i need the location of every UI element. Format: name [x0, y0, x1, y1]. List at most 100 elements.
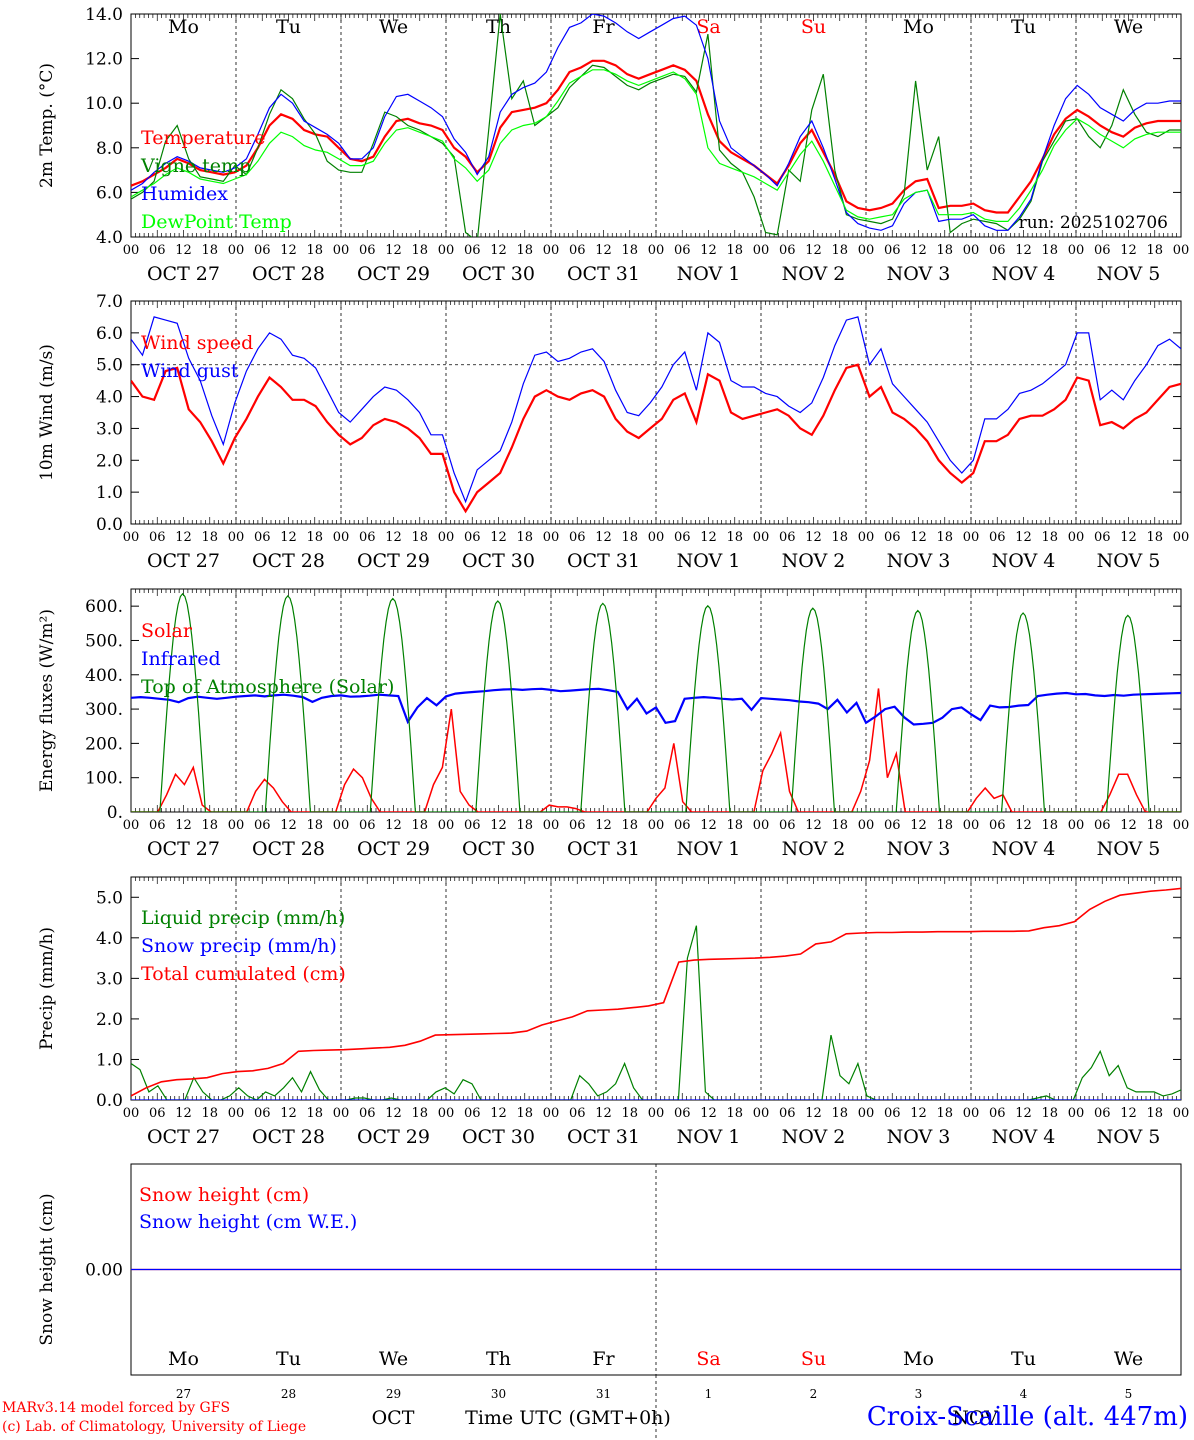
energy-hour-label: 18	[411, 818, 428, 833]
precip-date-label: NOV 4	[992, 1126, 1056, 1148]
precip-date-label: OCT 27	[147, 1126, 220, 1148]
wind-hour-label: 12	[1120, 530, 1137, 545]
wind-hour-label: 12	[595, 530, 612, 545]
temperature-date-label: OCT 28	[252, 263, 325, 285]
energy-hour-label: 06	[779, 818, 796, 833]
wind-hour-label: 00	[543, 530, 560, 545]
precip-hour-label: 18	[306, 1106, 323, 1121]
energy-ylabel: Energy fluxes (W/m²)	[37, 609, 57, 792]
precip-ytick-label: 5.0	[96, 888, 123, 908]
precip-hour-label: 00	[648, 1106, 665, 1121]
energy-hour-label: 06	[674, 818, 691, 833]
energy-hour-label: 06	[569, 818, 586, 833]
snow-day-number: 3	[915, 1387, 923, 1401]
temperature-hour-label: 00	[438, 243, 455, 258]
wind-legend-0: Wind speed	[141, 332, 253, 354]
snow-day-name: Th	[486, 1348, 511, 1370]
precip-hour-label: 00	[543, 1106, 560, 1121]
wind-hour-label: 18	[936, 530, 953, 545]
energy-hour-label: 18	[726, 818, 743, 833]
wind-date-label: OCT 27	[147, 550, 220, 572]
snow-day-number: 29	[386, 1387, 401, 1401]
temperature-hour-label: 18	[306, 243, 323, 258]
precip-hour-label: 00	[228, 1106, 245, 1121]
energy-hour-label: 12	[805, 818, 822, 833]
temperature-hour-label: 06	[464, 243, 481, 258]
wind-date-label: OCT 29	[357, 550, 430, 572]
temperature-series-temperature	[131, 59, 1181, 214]
wind-date-label: NOV 1	[677, 550, 741, 572]
precip-hour-label: 00	[333, 1106, 350, 1121]
temperature-series-vigne-temp	[131, 14, 1181, 237]
snow-ylabel: Snow height (cm)	[37, 1193, 57, 1345]
wind-hour-label: 12	[1015, 530, 1032, 545]
wind-ytick-label: 6.0	[96, 324, 123, 344]
energy-hour-label: 18	[516, 818, 533, 833]
temperature-hour-label: 18	[621, 243, 638, 258]
wind-hour-label: 00	[648, 530, 665, 545]
precip-hour-label: 00	[753, 1106, 770, 1121]
model-credit: MARv3.14 model forced by GFS	[2, 1400, 231, 1416]
wind-hour-label: 18	[516, 530, 533, 545]
energy-series-solar	[131, 688, 1181, 812]
energy-hour-label: 00	[1068, 818, 1085, 833]
precip-hour-label: 00	[963, 1106, 980, 1121]
snow-day-name: Mo	[903, 1348, 934, 1370]
wind-ytick-label: 7.0	[96, 292, 123, 312]
temperature-hour-label: 00	[648, 243, 665, 258]
wind-hour-label: 00	[438, 530, 455, 545]
energy-date-label: OCT 30	[462, 838, 535, 860]
wind-hour-label: 18	[831, 530, 848, 545]
precip-hour-label: 00	[123, 1106, 140, 1121]
temperature-hour-label: 00	[123, 243, 140, 258]
precip-hour-label: 18	[516, 1106, 533, 1121]
precip-hour-label: 12	[1120, 1106, 1137, 1121]
energy-legend-2: Top of Atmosphere (Solar)	[141, 676, 394, 698]
precip-hour-label: 18	[831, 1106, 848, 1121]
precip-hour-label: 06	[674, 1106, 691, 1121]
snow-day-number: 30	[491, 1387, 506, 1401]
temperature-ytick-label: 6.0	[96, 183, 123, 203]
wind-hour-label: 18	[1146, 530, 1163, 545]
wind-hour-label: 00	[858, 530, 875, 545]
temperature-ytick-label: 4.0	[96, 228, 123, 248]
energy-date-label: NOV 2	[782, 838, 846, 860]
energy-hour-label: 00	[333, 818, 350, 833]
energy-hour-label: 12	[1015, 818, 1032, 833]
precip-hour-label: 12	[595, 1106, 612, 1121]
energy-hour-label: 18	[831, 818, 848, 833]
energy-hour-label: 12	[385, 818, 402, 833]
wind-date-label: OCT 28	[252, 550, 325, 572]
wind-hour-label: 06	[569, 530, 586, 545]
temperature-hour-label: 06	[149, 243, 166, 258]
temperature-hour-label: 12	[700, 243, 717, 258]
wind-hour-label: 06	[359, 530, 376, 545]
wind-ytick-label: 4.0	[96, 388, 123, 408]
temperature-hour-label: 18	[726, 243, 743, 258]
precip-hour-label: 18	[1146, 1106, 1163, 1121]
temperature-legend-2: Humidex	[141, 183, 228, 205]
energy-ytick-label: 0.	[107, 803, 123, 823]
temperature-hour-label: 18	[831, 243, 848, 258]
energy-hour-label: 06	[359, 818, 376, 833]
temperature-day-name: Tu	[1011, 16, 1036, 38]
energy-date-label: NOV 3	[887, 838, 951, 860]
temperature-hour-label: 18	[516, 243, 533, 258]
precip-hour-label: 12	[1015, 1106, 1032, 1121]
energy-frame	[130, 588, 1182, 813]
temperature-date-label: NOV 2	[782, 263, 846, 285]
precip-date-label: OCT 29	[357, 1126, 430, 1148]
lab-credit: (c) Lab. of Climatology, University of L…	[2, 1419, 307, 1435]
x-axis-title: Time UTC (GMT+0h)	[465, 1407, 671, 1429]
energy-date-label: OCT 28	[252, 838, 325, 860]
energy-hour-label: 12	[280, 818, 297, 833]
temperature-day-name: Mo	[168, 16, 199, 38]
energy-legend-1: Infrared	[141, 648, 221, 670]
wind-date-label: NOV 2	[782, 550, 846, 572]
wind-hour-label: 06	[254, 530, 271, 545]
energy-hour-label: 06	[464, 818, 481, 833]
temperature-hour-label: 00	[333, 243, 350, 258]
precip-hour-label: 06	[359, 1106, 376, 1121]
energy-series-top-of-atmosphere-solar	[131, 592, 1181, 812]
